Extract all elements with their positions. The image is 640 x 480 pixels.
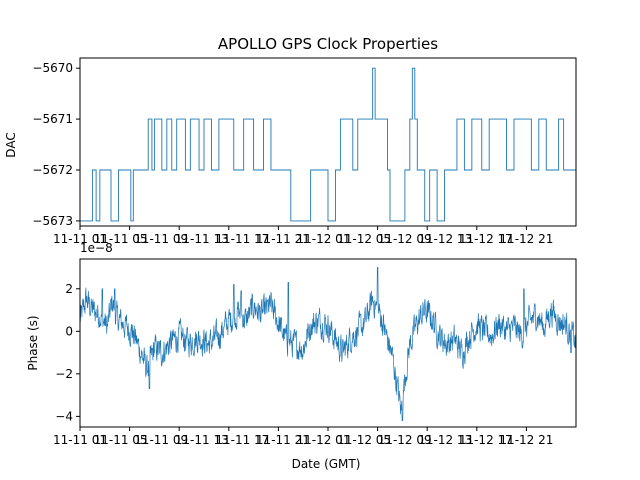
dac-x-tick-label: 11-12 21 (499, 232, 553, 246)
chart-title: APOLLO GPS Clock Properties (218, 35, 438, 53)
dac-x-tick-label: 11-12 09 (378, 232, 432, 246)
dac-x-tick-label: 11-11 05 (94, 232, 148, 246)
dac-x-tick-label: 11-12 17 (459, 232, 513, 246)
dac-x-tick-label: 11-11 17 (215, 232, 269, 246)
phase-x-tick-label: 11-11 17 (215, 433, 269, 447)
phase-x-tick-label: 11-11 21 (256, 433, 310, 447)
phase-x-tick-label: 11-12 09 (378, 433, 432, 447)
phase-x-tick-label: 11-11 01 (53, 433, 107, 447)
dac-y-tick-label: −5672 (32, 163, 73, 177)
dac-x-tick-label: 11-12 13 (418, 232, 472, 246)
phase-x-tick-label: 11-11 05 (94, 433, 148, 447)
dac-y-tick-label: −5671 (32, 112, 73, 126)
phase-axes-frame (79, 258, 577, 428)
phase-y-tick-label: 0 (65, 324, 73, 338)
phase-x-tick-label: 11-12 13 (418, 433, 472, 447)
dac-x-tick-label: 11-11 09 (134, 232, 188, 246)
dac-y-tick-label: −5670 (32, 61, 73, 75)
dac-series-line (80, 67, 576, 222)
phase-series (79, 267, 577, 421)
phase-y-offset-label: 1e−8 (80, 241, 113, 255)
phase-x-tick-label: 11-12 21 (499, 433, 553, 447)
phase-y-tick-label: −4 (55, 409, 73, 423)
dac-series (80, 67, 576, 222)
phase-x-tick-label: 11-11 09 (134, 433, 188, 447)
phase-y-tick-label: 2 (65, 282, 73, 296)
dac-x-tick-label: 11-12 05 (337, 232, 391, 246)
dac-y-axis-label: DAC (4, 132, 18, 157)
phase-y-tick-label: −2 (55, 367, 73, 381)
dac-x-tick-label: 11-11 13 (175, 232, 229, 246)
dac-x-tick-label: 11-12 01 (297, 232, 351, 246)
dac-x-tick-label: 11-11 21 (256, 232, 310, 246)
phase-x-tick-label: 11-12 05 (337, 433, 391, 447)
dac-axes-frame (79, 57, 577, 227)
phase-series-line (79, 267, 577, 421)
phase-x-tick-label: 11-12 01 (297, 433, 351, 447)
dac-y-tick-label: −5673 (32, 214, 73, 228)
phase-x-tick-label: 11-11 13 (175, 433, 229, 447)
dac-x-tick-label: 11-11 01 (53, 232, 107, 246)
phase-x-axis-label: Date (GMT) (292, 457, 361, 471)
phase-x-tick-label: 11-12 17 (459, 433, 513, 447)
phase-y-axis-label: Phase (s) (26, 315, 40, 370)
